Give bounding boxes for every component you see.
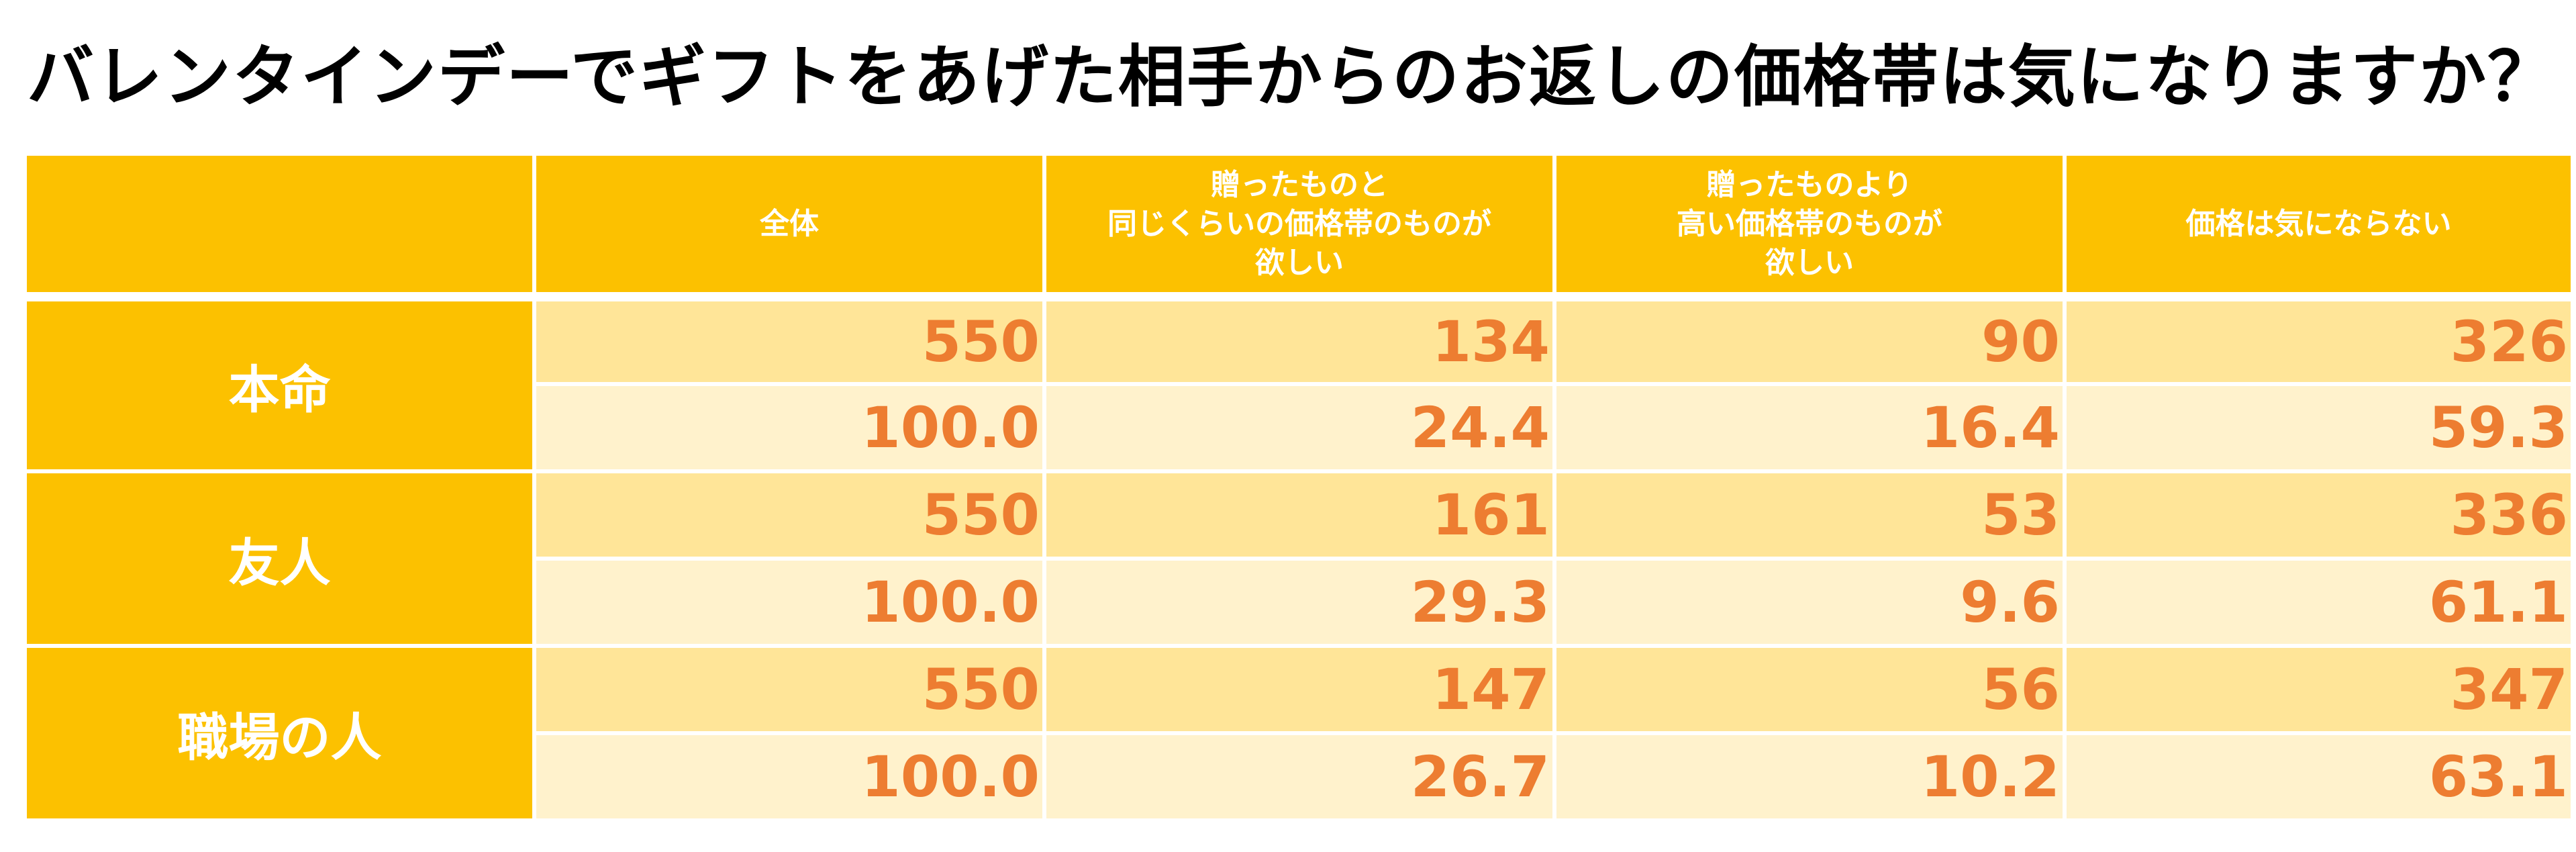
percent-cell: 16.4 [1554, 384, 2067, 473]
column-header-price-indifferent: 価格は気にならない [2065, 156, 2571, 301]
header-line: 高い価格帯のものが [1677, 206, 1942, 241]
count-cell: 550 [534, 646, 1046, 735]
table-row-count: 職場の人 550 147 56 347 [27, 646, 2571, 822]
table-row-count: 友人 550 161 53 336 [27, 471, 2571, 648]
column-header-higher-price: 贈ったものより 高い価格帯のものが 欲しい [1554, 156, 2067, 301]
percent-cell: 63.1 [2065, 733, 2571, 822]
table-row-percent: 100.0 24.4 16.4 59.3 [27, 384, 2571, 473]
count-cell: 147 [1044, 646, 1556, 735]
percent-cell: 29.3 [1044, 559, 1556, 648]
count-cell: 90 [1554, 297, 2067, 386]
header-line: 欲しい [1765, 245, 1854, 280]
count-cell: 53 [1554, 471, 2067, 561]
header-line: 価格は気にならない [2185, 206, 2452, 241]
percent-cell: 10.2 [1554, 733, 2067, 822]
percent-cell: 61.1 [2065, 559, 2571, 648]
header-line: 贈ったものと [1211, 167, 1388, 202]
header-line: 同じくらいの価格帯のものが [1107, 206, 1491, 241]
percent-cell: 26.7 [1044, 733, 1556, 822]
row-label: 本命 [27, 297, 536, 473]
count-cell: 56 [1554, 646, 2067, 735]
percent-cell: 100.0 [534, 733, 1046, 822]
count-cell: 161 [1044, 471, 1556, 561]
percent-cell: 100.0 [534, 559, 1046, 648]
percent-cell: 100.0 [534, 384, 1046, 473]
header-line: 全体 [760, 206, 819, 241]
table-row-percent: 100.0 26.7 10.2 63.1 [27, 733, 2571, 822]
row-label: 友人 [27, 471, 536, 648]
count-cell: 336 [2065, 471, 2571, 561]
count-cell: 134 [1044, 297, 1556, 386]
header-line: 欲しい [1255, 245, 1344, 280]
results-table: 全体 贈ったものと 同じくらいの価格帯のものが 欲しい 贈ったものより 高い価格… [27, 156, 2571, 822]
count-cell: 347 [2065, 646, 2571, 735]
table-row-percent: 100.0 29.3 9.6 61.1 [27, 559, 2571, 648]
header-corner [27, 156, 536, 301]
percent-cell: 24.4 [1044, 384, 1556, 473]
row-label: 職場の人 [27, 646, 536, 822]
header-row: 全体 贈ったものと 同じくらいの価格帯のものが 欲しい 贈ったものより 高い価格… [27, 156, 2571, 301]
column-header-total: 全体 [534, 156, 1046, 301]
percent-cell: 9.6 [1554, 559, 2067, 648]
count-cell: 550 [534, 471, 1046, 561]
header-line: 贈ったものより [1706, 167, 1913, 202]
column-header-same-price: 贈ったものと 同じくらいの価格帯のものが 欲しい [1044, 156, 1556, 301]
count-cell: 326 [2065, 297, 2571, 386]
table-row-count: 本命 550 134 90 326 [27, 297, 2571, 473]
percent-cell: 59.3 [2065, 384, 2571, 473]
chart-title: バレンタインデーでギフトをあげた相手からのお返しの価格帯は気になりますか？ [27, 38, 2556, 116]
count-cell: 550 [534, 297, 1046, 386]
